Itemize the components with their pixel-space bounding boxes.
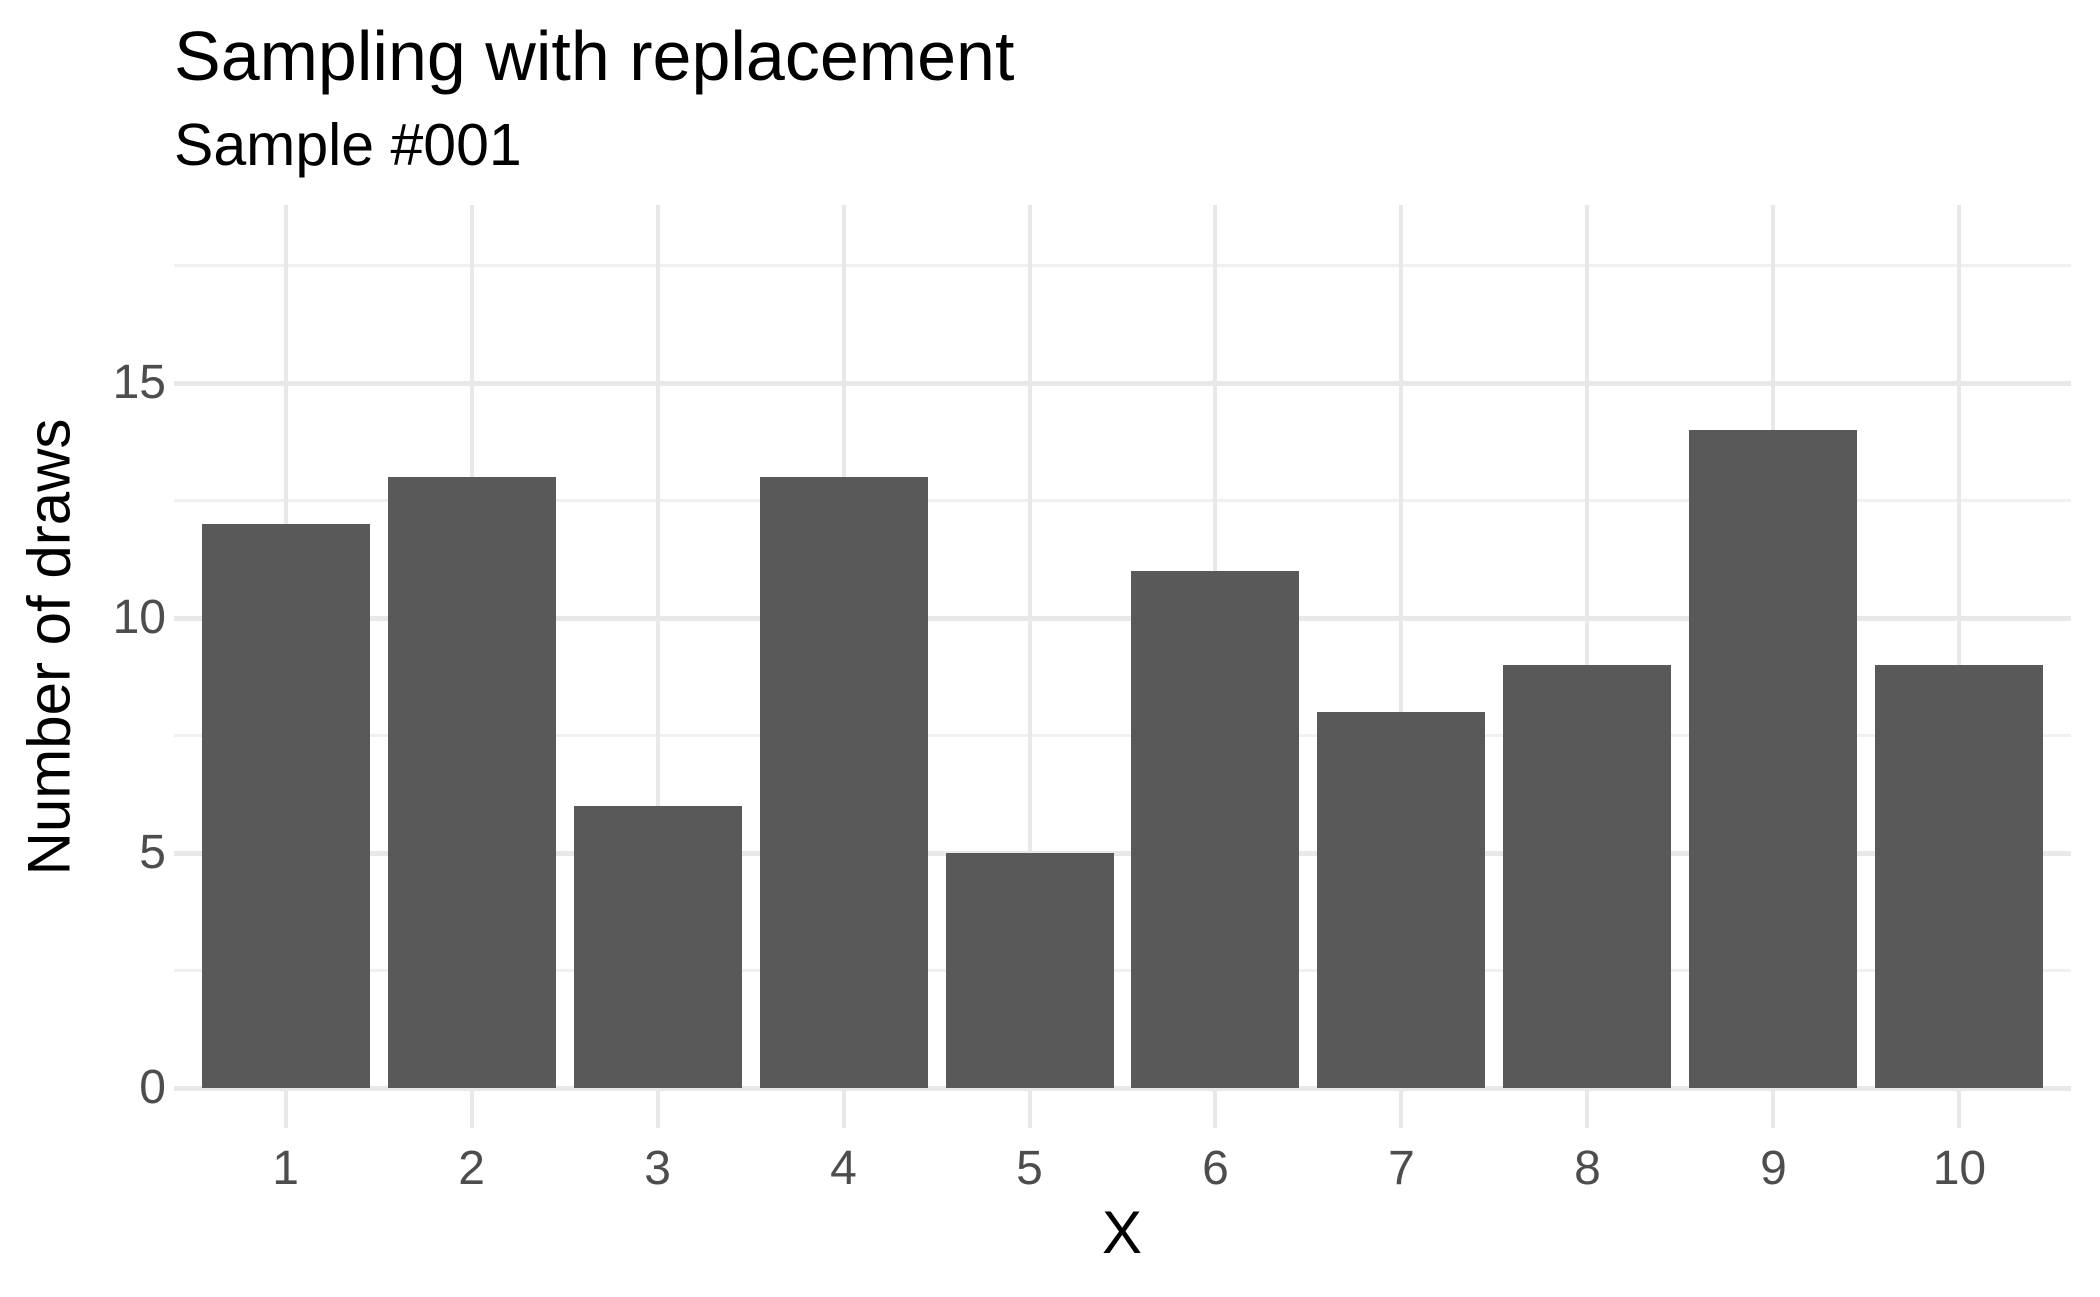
x-tick-4 bbox=[841, 1090, 846, 1128]
y-tick-label-10: 10 bbox=[112, 591, 166, 644]
y-axis-title: Number of draws bbox=[15, 418, 83, 876]
chart-subtitle: Sample #001 bbox=[174, 112, 522, 178]
x-tick-label-8: 8 bbox=[1574, 1142, 1601, 1195]
chart-title: Sampling with replacement bbox=[174, 17, 1015, 95]
x-tick-label-7: 7 bbox=[1388, 1142, 1415, 1195]
x-tick-label-1: 1 bbox=[272, 1142, 299, 1195]
gridline-minor-y2.5 bbox=[174, 969, 2071, 972]
gridline-x-5 bbox=[1027, 205, 1032, 1090]
x-tick-label-10: 10 bbox=[1932, 1142, 1987, 1195]
x-tick-label-4: 4 bbox=[830, 1142, 857, 1195]
x-tick-2 bbox=[469, 1090, 474, 1128]
x-tick-7 bbox=[1399, 1090, 1404, 1128]
gridline-major-y5 bbox=[174, 850, 2071, 856]
bar-x10 bbox=[1875, 665, 2044, 1088]
x-tick-8 bbox=[1585, 1090, 1590, 1128]
x-tick-1 bbox=[283, 1090, 288, 1128]
bar-x8 bbox=[1503, 665, 1672, 1088]
gridline-x-8 bbox=[1585, 205, 1590, 1090]
x-axis-title: X bbox=[1101, 1199, 1143, 1266]
gridline-x-3 bbox=[655, 205, 660, 1090]
x-tick-10 bbox=[1957, 1090, 1962, 1128]
gridline-major-y10 bbox=[174, 615, 2071, 621]
x-tick-label-6: 6 bbox=[1202, 1142, 1229, 1195]
x-tick-label-9: 9 bbox=[1760, 1142, 1787, 1195]
y-tick-label-0: 0 bbox=[139, 1061, 166, 1114]
bar-x9 bbox=[1689, 430, 1858, 1088]
y-tick-label-5: 5 bbox=[139, 826, 166, 879]
x-tick-label-2: 2 bbox=[458, 1142, 485, 1195]
y-tick-label-15: 15 bbox=[112, 356, 166, 409]
x-tick-label-5: 5 bbox=[1016, 1142, 1043, 1195]
gridline-x-7 bbox=[1399, 205, 1404, 1090]
bar-x2 bbox=[387, 477, 556, 1088]
bar-x3 bbox=[573, 806, 742, 1088]
plot-panel bbox=[174, 205, 2071, 1091]
bar-x4 bbox=[759, 477, 928, 1088]
bar-x5 bbox=[945, 853, 1114, 1088]
bar-x7 bbox=[1317, 712, 1486, 1088]
gridline-major-y0 bbox=[174, 1085, 2071, 1091]
bar-x1 bbox=[201, 524, 370, 1088]
x-tick-6 bbox=[1213, 1090, 1218, 1128]
gridline-minor-y12.5 bbox=[174, 499, 2071, 502]
gridline-major-y15 bbox=[174, 380, 2071, 386]
x-tick-9 bbox=[1771, 1090, 1776, 1128]
x-tick-5 bbox=[1027, 1090, 1032, 1128]
bar-x6 bbox=[1131, 571, 1300, 1088]
gridline-x-10 bbox=[1957, 205, 1962, 1090]
x-tick-label-3: 3 bbox=[644, 1142, 671, 1195]
x-tick-3 bbox=[655, 1090, 660, 1128]
gridline-minor-y17.5 bbox=[174, 264, 2071, 267]
gridline-minor-y7.5 bbox=[174, 734, 2071, 737]
